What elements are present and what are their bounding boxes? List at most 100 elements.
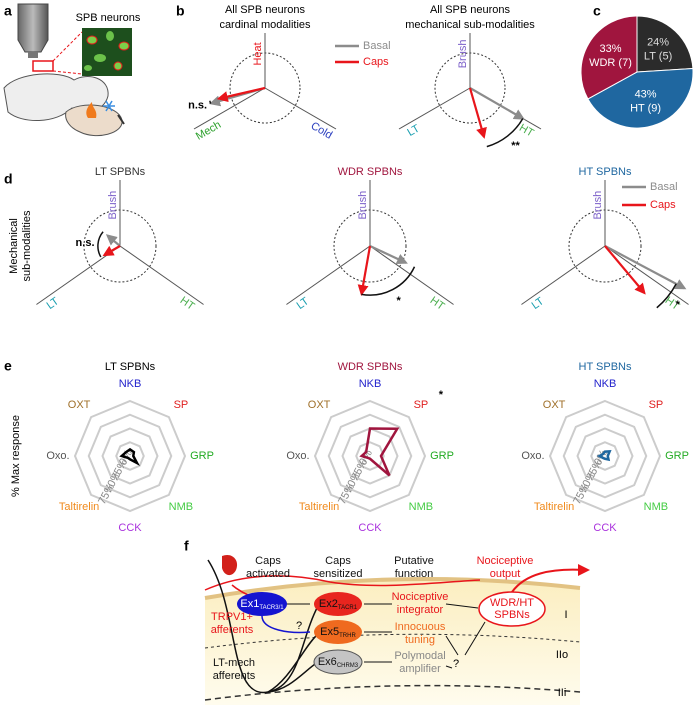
- radar-axis-label: Taltirelin: [59, 501, 99, 513]
- axis-line: [119, 245, 204, 305]
- radar-axis-label: GRP: [190, 450, 214, 462]
- plot-title: LT SPBNs: [95, 166, 146, 178]
- significance-bracket: [486, 118, 524, 148]
- unknown-label: ?: [453, 658, 459, 670]
- radar-axis-label: NKB: [594, 378, 617, 390]
- pie-name: LT (5): [644, 50, 672, 62]
- diagram-header: activated: [246, 568, 290, 580]
- panel-a-illustration: [3, 3, 132, 136]
- radar-axis-label: Taltirelin: [299, 501, 339, 513]
- radar-axis-label: OXT: [308, 399, 331, 411]
- radar-outer-ring: [313, 399, 427, 513]
- afferent-label: afferents: [211, 624, 254, 636]
- axis-line: [193, 87, 266, 130]
- axis-line: [369, 245, 454, 305]
- pie-label: 43%: [635, 88, 657, 100]
- axis-label: Brush: [107, 191, 119, 220]
- significance-bracket: [656, 283, 677, 309]
- basal-vector: [369, 245, 408, 265]
- axis-label: Brush: [357, 191, 369, 220]
- caps-vector: [604, 245, 646, 295]
- function-label: tuning: [405, 634, 435, 646]
- significance-label: *: [397, 295, 402, 307]
- radar-axis-label: SP: [649, 399, 664, 411]
- function-label: amplifier: [399, 663, 441, 675]
- plot-title: WDR SPBNs: [338, 166, 403, 178]
- radar-line: [359, 427, 400, 477]
- diagram-header: Caps: [255, 555, 281, 567]
- plot-title: LT SPBNs: [105, 361, 156, 373]
- radar-axis-label: NMB: [644, 501, 668, 513]
- y-axis-label: Mechanical: [8, 218, 20, 274]
- function-label: Innocuous: [395, 621, 446, 633]
- legend-label: Basal: [650, 181, 678, 193]
- radar-grid-ring: [576, 427, 634, 485]
- axis-label: Brush: [592, 191, 604, 220]
- radar-grid-ring: [327, 413, 413, 499]
- neuron-name: Ex6: [318, 656, 337, 668]
- radar-axis-label: GRP: [430, 450, 454, 462]
- radar-center-tick: [604, 455, 606, 457]
- neuron-label: Ex2TACR1: [319, 598, 358, 611]
- basal-vector: [105, 234, 121, 247]
- radar-axis-label: SP: [414, 399, 429, 411]
- legend-label: Basal: [363, 40, 391, 52]
- radar-axis-label: CCK: [358, 522, 382, 534]
- legend-label: Caps: [650, 199, 676, 211]
- axis-label: LT: [405, 122, 422, 139]
- afferent-label: afferents: [213, 670, 256, 682]
- lamina-label: IIo: [556, 649, 568, 661]
- output-label: SPBNs: [494, 609, 530, 621]
- afferent-label: LT-mech: [213, 657, 255, 669]
- pie-name: WDR (7): [589, 57, 632, 69]
- panel-letter: a: [4, 3, 12, 19]
- plot-title: All SPB neurons: [430, 4, 511, 16]
- caps-vector: [102, 245, 121, 257]
- pie-slice: [587, 67, 694, 129]
- radar-axis-label: CCK: [593, 522, 617, 534]
- y-axis-label: % Max response: [10, 415, 22, 497]
- radar-axis-label: NMB: [169, 501, 193, 513]
- lamina-label: IIi: [558, 687, 567, 699]
- neuron-label: Ex6CHRM3: [318, 656, 359, 669]
- neuron-label: Ex5TRHR: [320, 626, 356, 639]
- panel-f-diagram: [204, 554, 590, 705]
- diagram-header: function: [395, 568, 434, 580]
- axis-label: LT: [530, 295, 547, 312]
- radar-axis-label: Oxo.: [286, 450, 309, 462]
- significance-bracket: [361, 266, 416, 296]
- caps-vector: [357, 245, 372, 297]
- radar-axis-label: OXT: [543, 399, 566, 411]
- radar-axis-label: CCK: [118, 522, 142, 534]
- axis-line: [264, 87, 337, 130]
- axis-label: LT: [295, 295, 312, 312]
- neuron-label: Ex1TACR3/1: [240, 598, 284, 611]
- diagram-header: Nociceptive: [477, 555, 534, 567]
- radar-axis-label: NKB: [359, 378, 382, 390]
- lamina-label: I: [564, 609, 567, 621]
- function-label: integrator: [397, 604, 444, 616]
- diagram-header: Putative: [394, 555, 434, 567]
- significance-bracket: [209, 100, 212, 104]
- significance-label: *: [676, 299, 681, 311]
- panel-letter: f: [184, 538, 189, 554]
- plot-title: cardinal modalities: [219, 19, 311, 31]
- significance-label: *: [439, 389, 444, 401]
- plot-title: HT SPBNs: [579, 361, 632, 373]
- neuron-gene: CHRM3: [337, 663, 359, 669]
- function-label: Nociceptive: [392, 591, 449, 603]
- axis-line: [604, 245, 689, 305]
- radar-grid-ring: [562, 413, 648, 499]
- axis-line: [521, 245, 606, 305]
- radar-axis-label: GRP: [665, 450, 689, 462]
- radar-axis-label: NKB: [119, 378, 142, 390]
- output-label: WDR/HT: [490, 597, 534, 609]
- radar-grid-ring: [87, 413, 173, 499]
- radar-axis-label: NMB: [409, 501, 433, 513]
- panel-letter: b: [176, 3, 185, 19]
- basal-vector: [604, 245, 687, 290]
- plot-title: All SPB neurons: [225, 4, 306, 16]
- afferent-label: TRPV1+: [211, 611, 253, 623]
- significance-label: n.s.: [188, 99, 207, 111]
